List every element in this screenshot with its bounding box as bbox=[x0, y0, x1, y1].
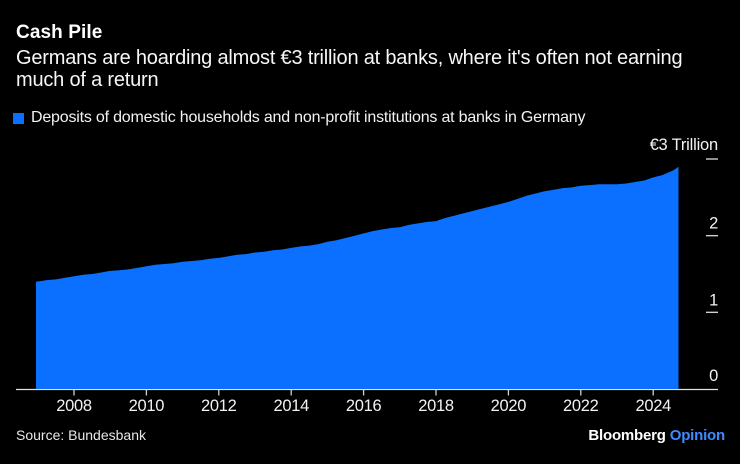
legend-swatch-icon bbox=[13, 112, 24, 124]
legend-label: Deposits of domestic households and non-… bbox=[31, 109, 586, 126]
x-tick-label: 2018 bbox=[418, 397, 454, 415]
x-tick-label: 2024 bbox=[635, 397, 671, 415]
brand-opinion: Opinion bbox=[669, 427, 725, 444]
y-axis-ticks: 0 1 2 bbox=[706, 158, 718, 385]
y-tick-label: 1 bbox=[709, 291, 718, 309]
y-tick-label: 2 bbox=[709, 215, 718, 233]
source-note: Source: Bundesbank bbox=[16, 427, 146, 443]
x-tick-label: 2016 bbox=[346, 397, 382, 415]
x-tick-label: 2022 bbox=[563, 397, 599, 415]
chart-title: Cash Pile bbox=[16, 22, 103, 43]
legend: Deposits of domestic households and non-… bbox=[13, 109, 585, 127]
chart-subtitle: Germans are hoarding almost €3 trillion … bbox=[16, 47, 683, 91]
x-tick-label: 2008 bbox=[56, 397, 92, 415]
y-axis-unit-label: €3 Trillion bbox=[649, 136, 719, 154]
deposits-area-series bbox=[36, 166, 679, 389]
x-axis-ticks: 2008 2010 2012 2014 2016 2018 2020 2022 2024 bbox=[56, 390, 671, 415]
bloomberg-opinion-logo: Bloomberg Opinion bbox=[588, 427, 725, 444]
brand-bloomberg: Bloomberg bbox=[588, 427, 666, 444]
x-tick-label: 2014 bbox=[273, 397, 309, 415]
deposits-area-chart: 2008 2010 2012 2014 2016 2018 2020 2022 2024 0 1 2 bbox=[16, 158, 718, 415]
x-tick-label: 2020 bbox=[491, 397, 527, 415]
y-tick-label: 0 bbox=[709, 367, 718, 385]
x-tick-label: 2012 bbox=[201, 397, 237, 415]
x-tick-label: 2010 bbox=[129, 397, 165, 415]
